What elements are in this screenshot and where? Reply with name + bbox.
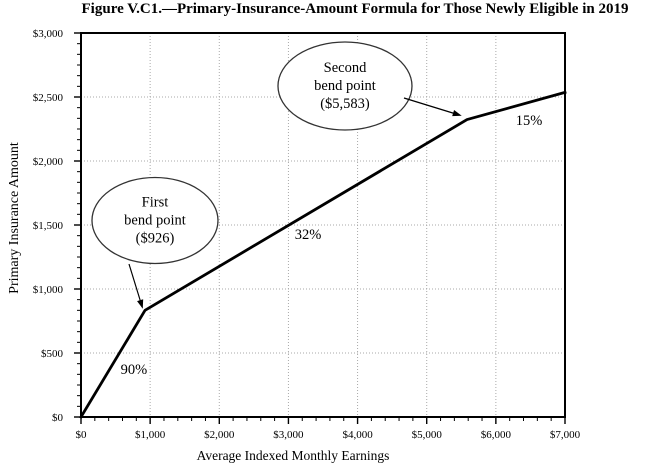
annotation-balloon xyxy=(91,176,219,265)
y-tick-label: $1,000 xyxy=(33,284,64,296)
annotation-balloon xyxy=(277,41,413,131)
annotation-arrow-line xyxy=(128,263,142,304)
annotation-text: First bend point ($926) xyxy=(124,195,186,247)
x-tick-label: $5,000 xyxy=(412,429,443,441)
x-axis-title: Average Indexed Monthly Earnings xyxy=(197,448,390,463)
y-axis-title: Primary Insurance Amount xyxy=(7,142,22,294)
axis-tick-labels: $0 $1,000 $2,000 $3,000 $4,000 $5,000 $6,000 $7… xyxy=(33,28,581,441)
x-tick-label: $7,000 xyxy=(550,429,581,441)
y-tick-label: $500 xyxy=(41,348,64,360)
bend-point-annotation: Second bend point ($5,583) xyxy=(277,41,462,131)
x-tick-label: $0 xyxy=(76,429,88,441)
annotation-arrowhead xyxy=(452,110,462,117)
pia-line xyxy=(79,90,567,419)
pia-line-series xyxy=(79,90,567,419)
segment-rate-label: 32% xyxy=(295,227,322,243)
segment-rate-label: 90% xyxy=(121,362,148,378)
y-tick-label: $0 xyxy=(52,412,64,424)
figure-title: Figure V.C1.—Primary-Insurance-Amount Fo… xyxy=(81,1,629,17)
segment-rate-labels: 90% 32% 15% xyxy=(121,113,543,378)
x-tick-label: $2,000 xyxy=(204,429,235,441)
y-tick-label: $1,500 xyxy=(33,220,64,232)
x-tick-label: $6,000 xyxy=(481,429,512,441)
bend-point-annotations: First bend point ($926) Second bend point ($5… xyxy=(91,41,462,309)
annotation-text: Second bend point ($5,583) xyxy=(314,60,376,112)
y-tick-label: $3,000 xyxy=(33,28,64,40)
x-tick-label: $3,000 xyxy=(273,429,304,441)
y-tick-label: $2,000 xyxy=(33,156,64,168)
annotation-arrowhead xyxy=(137,299,144,309)
y-tick-label: $2,500 xyxy=(33,92,64,104)
bend-point-annotation: First bend point ($926) xyxy=(91,176,219,309)
annotation-arrow-line xyxy=(403,97,457,115)
segment-rate-label: 15% xyxy=(516,113,543,129)
x-tick-label: $4,000 xyxy=(342,429,373,441)
axis-ticks xyxy=(74,32,566,424)
x-tick-label: $1,000 xyxy=(135,429,166,441)
